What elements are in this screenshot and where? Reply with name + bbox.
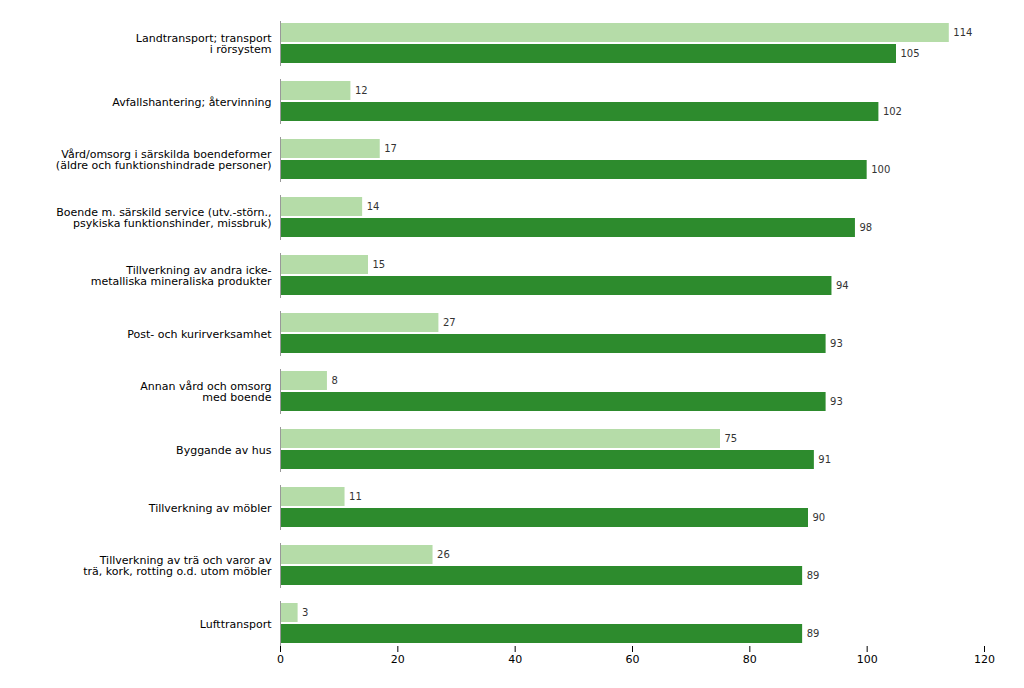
svg-text:98: 98: [859, 222, 872, 233]
svg-text:120: 120: [974, 653, 995, 666]
svg-text:91: 91: [818, 454, 831, 465]
svg-text:90: 90: [813, 512, 826, 523]
svg-text:Tillverkning av trä och varor: Tillverkning av trä och varor avträ, kor…: [83, 554, 272, 578]
svg-text:17: 17: [384, 143, 397, 154]
svg-text:Avfallshantering; återvinning: Avfallshantering; återvinning: [112, 96, 271, 109]
svg-text:100: 100: [857, 653, 878, 666]
svg-text:15: 15: [373, 259, 386, 270]
svg-text:3: 3: [302, 607, 308, 618]
svg-text:40: 40: [508, 653, 522, 666]
svg-text:26: 26: [437, 549, 450, 560]
svg-text:Vård/omsorg i särskilda boende: Vård/omsorg i särskilda boendeformer(äld…: [56, 148, 272, 172]
svg-text:100: 100: [871, 164, 890, 175]
svg-text:27: 27: [443, 317, 456, 328]
svg-text:12: 12: [355, 85, 368, 96]
svg-text:Post- och kurirverksamhet: Post- och kurirverksamhet: [127, 328, 272, 341]
svg-text:75: 75: [725, 433, 738, 444]
svg-text:102: 102: [883, 106, 902, 117]
svg-text:Annan vård och omsorgmed boend: Annan vård och omsorgmed boende: [140, 380, 271, 404]
svg-text:20: 20: [391, 653, 405, 666]
svg-text:114: 114: [953, 27, 972, 38]
svg-text:0: 0: [277, 653, 284, 666]
svg-text:60: 60: [626, 653, 640, 666]
svg-text:89: 89: [807, 628, 820, 639]
svg-text:8: 8: [331, 375, 337, 386]
svg-text:Tillverkning av möbler: Tillverkning av möbler: [148, 502, 272, 515]
svg-text:Byggande av hus: Byggande av hus: [176, 444, 272, 457]
svg-text:80: 80: [743, 653, 757, 666]
svg-text:Landtransport; transporti rörs: Landtransport; transporti rörsystem: [136, 32, 272, 56]
svg-text:Boende m. särskild service (ut: Boende m. särskild service (utv.-störn.,…: [56, 206, 271, 230]
svg-text:Lufttransport: Lufttransport: [200, 618, 272, 631]
svg-text:93: 93: [830, 338, 843, 349]
svg-text:14: 14: [367, 201, 380, 212]
svg-text:105: 105: [901, 48, 920, 59]
svg-text:Tillverkning av andra icke-met: Tillverkning av andra icke-metalliska mi…: [91, 264, 272, 288]
svg-text:89: 89: [807, 570, 820, 581]
svg-text:11: 11: [349, 491, 362, 502]
svg-text:94: 94: [836, 280, 849, 291]
svg-text:93: 93: [830, 396, 843, 407]
